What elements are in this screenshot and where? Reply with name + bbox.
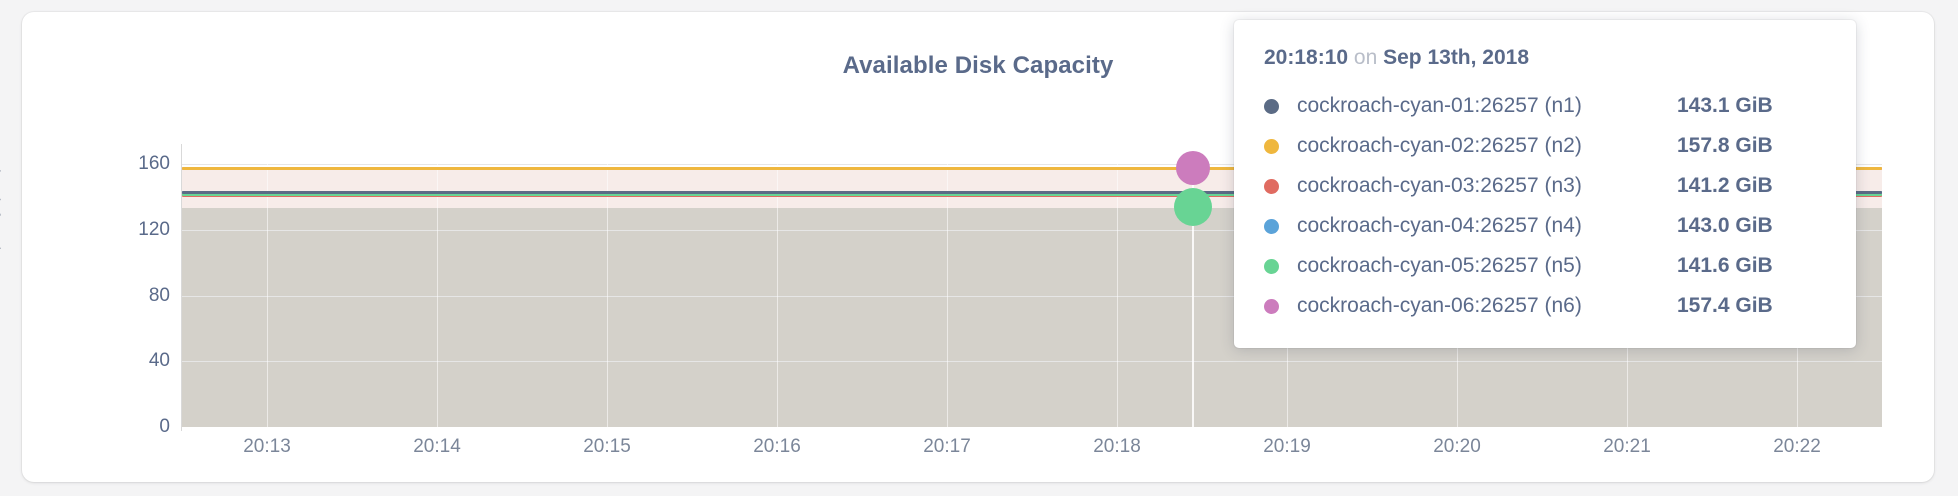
series-label: cockroach-cyan-06:26257 (n6) — [1297, 294, 1582, 317]
series-value: 143.1 GiB — [1677, 94, 1773, 117]
x-tick-label: 20:13 — [243, 436, 291, 457]
x-tick-label: 20:17 — [923, 436, 971, 457]
y-axis-ticks: 160 120 80 40 0 — [82, 148, 170, 437]
page-title: Available Disk Capacity — [842, 52, 1114, 79]
series-color-dot — [1264, 138, 1279, 154]
gridline-vertical — [437, 148, 438, 427]
series-value: 157.4 GiB — [1677, 294, 1773, 317]
series-color-dot — [1264, 298, 1279, 314]
gridline-vertical — [267, 148, 268, 427]
series-label: cockroach-cyan-02:26257 (n2) — [1297, 134, 1582, 157]
gridline-horizontal — [182, 164, 1882, 166]
x-tick-label: 20:16 — [753, 436, 801, 457]
series-line-n5 — [182, 193, 1882, 197]
tooltip-row: cockroach-cyan-04:26257 (n4) 143.0 GiB — [1264, 206, 1826, 246]
tooltip-time: 20:18:10 — [1264, 46, 1349, 69]
gridline-horizontal — [182, 361, 1882, 363]
hover-tooltip: 20:18:10 on Sep 13th, 2018 cockroach-cya… — [1234, 20, 1856, 348]
tooltip-row: cockroach-cyan-01:26257 (n1) 143.1 GiB — [1264, 86, 1826, 126]
hover-marker-n5 — [1174, 188, 1212, 226]
series-color-dot — [1264, 98, 1279, 114]
y-tick-label: 0 — [159, 416, 170, 437]
y-axis-spine — [181, 144, 182, 431]
series-label: cockroach-cyan-05:26257 (n5) — [1297, 254, 1582, 277]
gridline-horizontal — [182, 295, 1882, 297]
tooltip-on-word: on — [1353, 46, 1378, 69]
series-label: cockroach-cyan-03:26257 (n3) — [1297, 174, 1582, 197]
x-tick-label: 20:19 — [1263, 436, 1311, 457]
x-axis-ticks: 20:13 20:14 20:15 20:16 20:17 20:18 20:19 20:20… — [182, 436, 1882, 466]
tooltip-row: cockroach-cyan-03:26257 (n3) 141.2 GiB — [1264, 166, 1826, 206]
y-axis-label: capacity (GiB) — [0, 167, 2, 267]
metric-chart-card: Available Disk Capacity capacity (GiB) 1… — [0, 12, 1934, 482]
y-tick-label: 160 — [138, 153, 170, 175]
gridline-horizontal — [182, 230, 1882, 232]
series-value: 141.6 GiB — [1677, 254, 1773, 277]
series-value: 143.0 GiB — [1677, 214, 1773, 237]
gridline-vertical — [1117, 148, 1118, 427]
y-tick-label: 80 — [148, 284, 170, 306]
tooltip-row: cockroach-cyan-02:26257 (n2) 157.8 GiB — [1264, 126, 1826, 166]
tooltip-series-list: cockroach-cyan-01:26257 (n1) 143.1 GiB coc… — [1264, 86, 1826, 326]
series-label: cockroach-cyan-04:26257 (n4) — [1297, 214, 1582, 237]
hover-marker-n6 — [1176, 151, 1210, 185]
tooltip-row: cockroach-cyan-05:26257 (n5) 141.6 GiB — [1264, 246, 1826, 286]
x-tick-label: 20:22 — [1773, 436, 1821, 457]
x-tick-label: 20:20 — [1433, 436, 1481, 457]
series-color-dot — [1264, 218, 1279, 234]
tooltip-date: Sep 13th, 2018 — [1383, 46, 1530, 69]
series-color-dot — [1264, 258, 1279, 274]
gridline-vertical — [947, 148, 948, 427]
tooltip-row: cockroach-cyan-06:26257 (n6) 157.4 GiB — [1264, 286, 1826, 326]
x-tick-label: 20:14 — [413, 436, 461, 457]
y-tick-label: 120 — [138, 219, 170, 241]
gridline-vertical — [777, 148, 778, 427]
series-label: cockroach-cyan-01:26257 (n1) — [1297, 94, 1582, 117]
series-line-n2 — [182, 166, 1882, 170]
x-tick-label: 20:18 — [1093, 436, 1141, 457]
series-color-dot — [1264, 178, 1279, 194]
series-line-n1 — [182, 190, 1882, 194]
gridline-vertical — [607, 148, 608, 427]
y-tick-label: 40 — [148, 350, 170, 372]
x-tick-label: 20:15 — [583, 436, 631, 457]
tooltip-timestamp: 20:18:10 on Sep 13th, 2018 — [1264, 46, 1826, 70]
hover-crosshair — [1192, 148, 1194, 427]
x-tick-label: 20:21 — [1603, 436, 1651, 457]
series-value: 141.2 GiB — [1677, 174, 1773, 197]
series-value: 157.8 GiB — [1677, 134, 1773, 157]
